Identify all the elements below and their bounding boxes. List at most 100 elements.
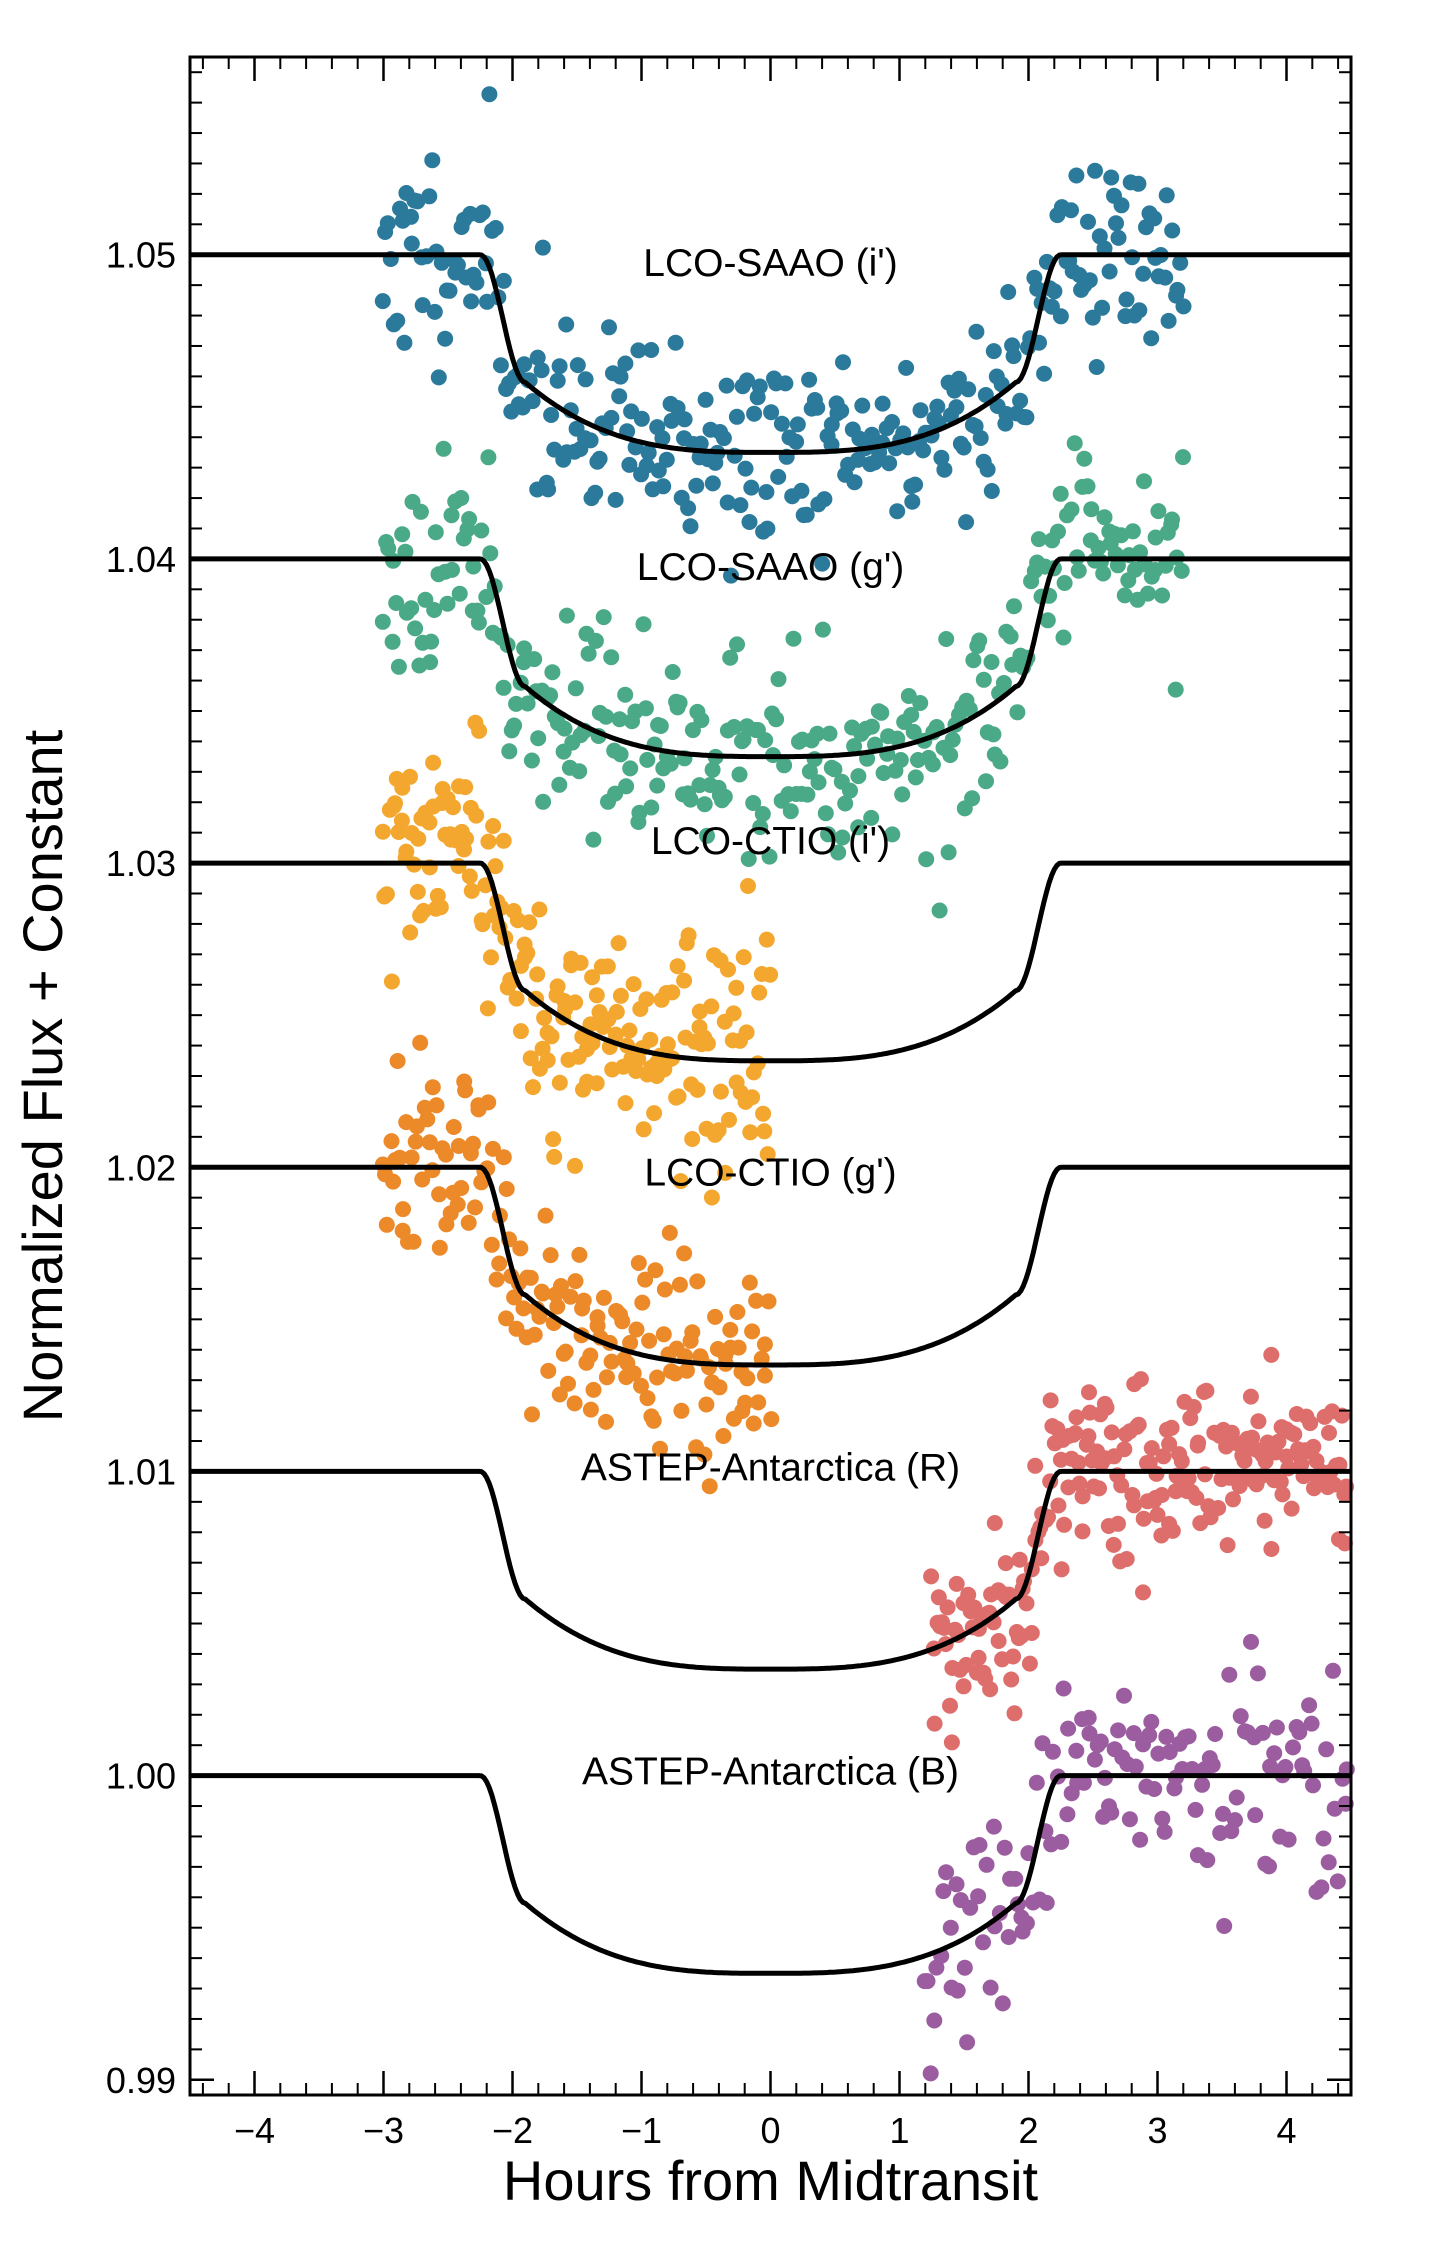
data-point bbox=[607, 1026, 624, 1043]
data-point bbox=[749, 1055, 766, 1072]
data-point bbox=[1155, 1448, 1172, 1465]
data-point bbox=[560, 1375, 576, 1392]
data-point bbox=[437, 330, 454, 347]
data-point bbox=[542, 1247, 559, 1264]
data-point bbox=[1175, 298, 1192, 315]
data-point bbox=[975, 1934, 991, 1951]
panel-label: LCO-CTIO (i') bbox=[651, 820, 890, 863]
x-axis-label: Hours from Midtransit bbox=[503, 2149, 1039, 2212]
data-point bbox=[621, 456, 638, 473]
model-curve-4 bbox=[190, 1468, 1351, 1672]
data-point bbox=[889, 730, 906, 747]
data-point bbox=[549, 372, 566, 389]
data-point bbox=[743, 479, 760, 496]
data-point bbox=[374, 823, 391, 840]
data-point bbox=[664, 664, 681, 680]
data-point bbox=[907, 769, 924, 786]
data-point bbox=[1127, 1758, 1144, 1775]
data-point bbox=[1080, 213, 1096, 230]
data-point bbox=[392, 200, 408, 217]
data-point bbox=[643, 342, 660, 358]
data-point bbox=[1018, 1595, 1035, 1612]
data-point bbox=[722, 649, 739, 666]
data-point bbox=[1103, 1804, 1120, 1821]
data-point bbox=[601, 319, 617, 336]
data-point bbox=[543, 407, 560, 423]
data-point bbox=[525, 1079, 541, 1096]
data-point bbox=[634, 1294, 651, 1311]
data-point bbox=[995, 675, 1012, 691]
data-point bbox=[595, 1289, 612, 1306]
data-point bbox=[571, 1246, 588, 1263]
data-point bbox=[495, 272, 512, 289]
data-point bbox=[990, 1633, 1007, 1649]
data-point bbox=[542, 687, 559, 704]
data-point bbox=[703, 1189, 720, 1206]
data-point bbox=[671, 694, 688, 711]
data-point bbox=[481, 86, 498, 103]
data-point bbox=[1053, 1561, 1070, 1578]
data-point bbox=[474, 204, 491, 221]
data-point bbox=[1055, 629, 1072, 646]
data-point bbox=[1124, 523, 1141, 540]
data-point bbox=[551, 776, 568, 793]
data-point bbox=[633, 1377, 649, 1394]
data-point bbox=[814, 555, 831, 572]
data-point bbox=[735, 731, 752, 748]
data-point bbox=[444, 561, 460, 578]
data-point bbox=[467, 1199, 483, 1216]
data-point bbox=[1063, 202, 1079, 219]
data-point bbox=[1075, 1774, 1092, 1791]
data-point bbox=[1173, 562, 1190, 579]
data-point bbox=[948, 399, 965, 416]
data-point bbox=[378, 1216, 395, 1233]
data-point bbox=[465, 558, 482, 575]
data-point bbox=[638, 457, 655, 474]
data-point bbox=[540, 1362, 557, 1379]
data-point bbox=[451, 585, 468, 602]
data-point bbox=[641, 1332, 658, 1349]
data-point bbox=[1149, 1506, 1166, 1523]
data-point bbox=[1046, 283, 1063, 300]
data-point bbox=[439, 595, 456, 612]
y-axis-label: Normalized Flux + Constant bbox=[11, 729, 74, 1422]
data-point bbox=[531, 1308, 548, 1325]
data-point bbox=[659, 1036, 676, 1053]
data-point bbox=[863, 718, 880, 735]
data-point bbox=[558, 316, 575, 333]
data-point bbox=[760, 1293, 777, 1310]
data-point bbox=[484, 1140, 501, 1157]
data-point bbox=[612, 746, 629, 763]
data-point bbox=[955, 1678, 972, 1695]
data-point bbox=[582, 1016, 599, 1033]
data-point bbox=[1225, 1491, 1241, 1508]
data-point bbox=[750, 1394, 767, 1411]
data-point bbox=[1038, 1894, 1055, 1911]
data-point bbox=[1160, 312, 1177, 329]
data-point bbox=[562, 1288, 579, 1305]
data-point bbox=[427, 524, 444, 541]
data-point bbox=[1143, 330, 1160, 347]
data-point bbox=[966, 1599, 983, 1616]
data-point bbox=[905, 723, 922, 740]
data-point bbox=[522, 1050, 539, 1067]
data-point bbox=[922, 2065, 939, 2082]
data-point bbox=[719, 494, 736, 511]
data-point bbox=[1087, 162, 1103, 179]
data-point bbox=[1331, 1456, 1348, 1473]
data-point bbox=[1268, 1719, 1285, 1736]
data-point bbox=[676, 972, 693, 989]
data-point bbox=[1313, 1879, 1330, 1896]
data-point bbox=[582, 432, 599, 449]
data-point bbox=[492, 357, 509, 374]
data-point bbox=[725, 1005, 742, 1022]
data-point bbox=[1076, 450, 1093, 467]
data-point bbox=[763, 404, 780, 421]
data-point bbox=[676, 1245, 693, 1262]
data-point bbox=[740, 878, 756, 894]
data-point bbox=[693, 712, 710, 729]
data-point bbox=[546, 1148, 563, 1165]
data-point bbox=[587, 484, 604, 501]
data-point bbox=[1216, 1918, 1233, 1934]
